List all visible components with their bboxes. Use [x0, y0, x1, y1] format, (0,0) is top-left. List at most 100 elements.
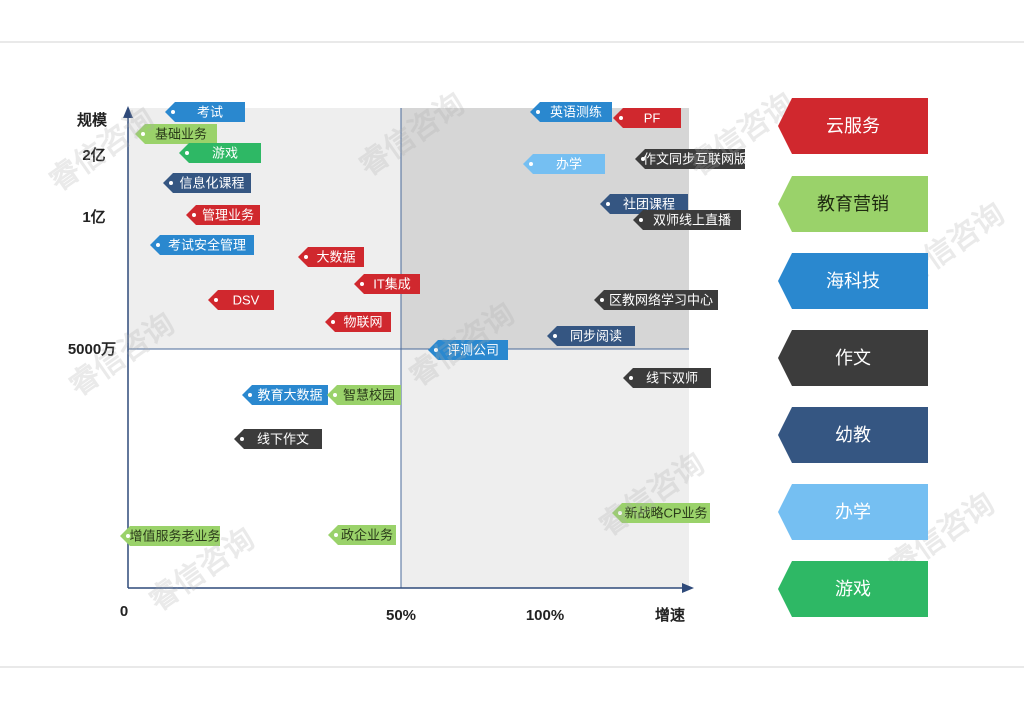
data-point-tag: 英语测练 — [530, 102, 612, 122]
top-divider — [0, 41, 1024, 43]
tag-dot — [141, 132, 145, 136]
legend-item: 幼教 — [778, 407, 928, 463]
tag-shape — [234, 429, 322, 449]
data-point-tag: DSV — [208, 290, 274, 310]
tag-dot — [606, 202, 610, 206]
tag-label: IT集成 — [373, 277, 411, 292]
tag-dot — [240, 437, 244, 441]
tag-shape — [242, 385, 328, 405]
tag-label: 同步阅读 — [570, 329, 622, 344]
tag-dot — [434, 348, 438, 352]
tag-shape — [328, 525, 396, 545]
tag-dot — [192, 213, 196, 217]
tag-label: 办学 — [556, 157, 582, 172]
tag-label: DSV — [233, 293, 260, 308]
data-point-tag: IT集成 — [354, 274, 420, 294]
data-point-tag: PF — [613, 108, 681, 128]
tag-label: 政企业务 — [341, 528, 393, 543]
tag-label: PF — [644, 111, 661, 126]
data-point-tag: 大数据 — [298, 247, 364, 267]
data-point-tag: 新战略CP业务 — [612, 503, 710, 523]
tag-shape — [150, 235, 254, 255]
data-point-tag: 线下作文 — [234, 429, 322, 449]
tag-label: 社团课程 — [623, 197, 675, 212]
tag-dot — [334, 533, 338, 537]
legend-label: 办学 — [835, 502, 871, 522]
tag-label: 考试 — [197, 105, 223, 120]
tag-dot — [185, 151, 189, 155]
tag-dot — [333, 393, 337, 397]
legend-swatch — [778, 330, 928, 386]
data-point-tag: 智慧校园 — [327, 385, 401, 405]
tag-label: 线下作文 — [257, 432, 309, 447]
data-point-tag: 考试安全管理 — [150, 235, 254, 255]
tag-label: 双师线上直播 — [653, 213, 731, 228]
tag-shape — [120, 526, 220, 546]
tag-dot — [629, 376, 633, 380]
y-tick-1yi: 1亿 — [82, 208, 105, 226]
x-tick-50: 50% — [386, 607, 416, 624]
tag-shape — [547, 326, 635, 346]
tag-dot — [171, 110, 175, 114]
tag-shape — [635, 149, 745, 169]
tag-dot — [536, 110, 540, 114]
tag-shape — [325, 312, 391, 332]
tag-dot — [214, 298, 218, 302]
legend-item: 教育营销 — [778, 176, 928, 232]
tag-dot — [639, 218, 643, 222]
tag-dot — [641, 157, 645, 161]
data-point-tag: 考试 — [165, 102, 245, 122]
x-tick-0: 0 — [120, 603, 128, 620]
legend-swatch — [778, 98, 928, 154]
data-point-tag: 评测公司 — [428, 340, 508, 360]
legend-label: 游戏 — [835, 579, 871, 599]
tag-label: 增值服务老业务 — [129, 529, 220, 544]
legend-swatch — [778, 407, 928, 463]
tag-shape — [600, 194, 688, 214]
tag-label: 游戏 — [212, 146, 238, 161]
data-point-tag: 办学 — [523, 154, 605, 174]
tag-shape — [623, 368, 711, 388]
legend-item: 游戏 — [778, 561, 928, 617]
tag-shape — [179, 143, 261, 163]
y-axis-arrow — [123, 106, 133, 118]
tag-label: 智慧校园 — [343, 388, 395, 403]
tag-label: 作文同步互联网版 — [643, 152, 747, 167]
legend-item: 海科技 — [778, 253, 928, 309]
tag-shape — [633, 210, 741, 230]
tag-label: 信息化课程 — [179, 176, 244, 191]
tag-shape — [530, 102, 612, 122]
tag-shape — [612, 503, 710, 523]
data-point-tag: 线下双师 — [623, 368, 711, 388]
tag-dot — [331, 320, 335, 324]
legend-swatch — [778, 561, 928, 617]
data-point-tag: 政企业务 — [328, 525, 396, 545]
tag-label: 考试安全管理 — [168, 238, 246, 253]
legend-item: 作文 — [778, 330, 928, 386]
data-point-tag: 同步阅读 — [547, 326, 635, 346]
tag-label: 区教网络学习中心 — [609, 293, 713, 308]
tag-label: 管理业务 — [202, 208, 254, 223]
legend-label: 海科技 — [826, 271, 880, 291]
legend-item: 云服务 — [778, 98, 928, 154]
bottom-divider — [0, 666, 1024, 668]
tag-label: 新战略CP业务 — [624, 506, 707, 521]
legend-swatch — [778, 484, 928, 540]
data-point-tag: 管理业务 — [186, 205, 260, 225]
tag-dot — [169, 181, 173, 185]
tag-shape — [208, 290, 274, 310]
legend-label: 教育营销 — [817, 194, 889, 214]
data-point-tag: 作文同步互联网版 — [635, 149, 747, 169]
tag-label: 物联网 — [343, 315, 382, 330]
tag-dot — [600, 298, 604, 302]
legend-item: 办学 — [778, 484, 928, 540]
tag-shape — [163, 173, 251, 193]
tag-shape — [594, 290, 718, 310]
tag-shape — [354, 274, 420, 294]
tag-shape — [186, 205, 260, 225]
legend-label: 幼教 — [835, 425, 871, 445]
data-point-tag: 游戏 — [179, 143, 261, 163]
tag-dot — [156, 243, 160, 247]
data-point-tag: 基础业务 — [135, 124, 217, 144]
